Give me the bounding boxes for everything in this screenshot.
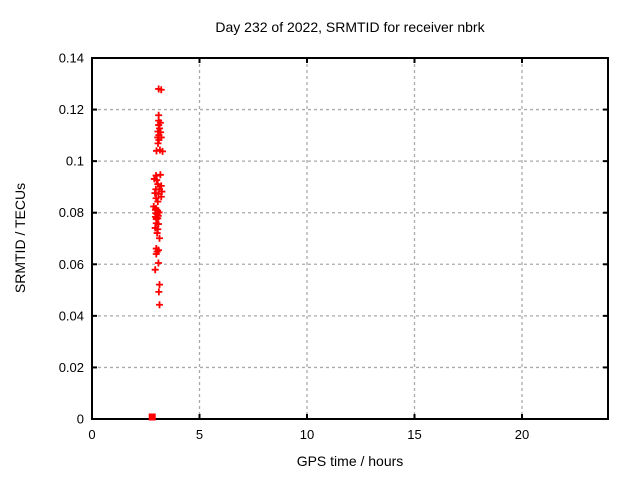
chart-title: Day 232 of 2022, SRMTID for receiver nbr… (215, 19, 485, 35)
data-point-marker (154, 259, 162, 267)
data-point-marker (153, 176, 161, 184)
y-tick-label: 0.06 (59, 257, 84, 272)
data-point-marker (159, 147, 167, 155)
y-tick-label: 0.02 (59, 360, 84, 375)
data-point-marker (157, 193, 165, 201)
y-tick-label: 0.08 (59, 205, 84, 220)
data-point-marker (157, 86, 165, 94)
y-tick-label: 0.1 (66, 154, 84, 169)
data-point-marker (156, 281, 164, 289)
data-point-marker (155, 288, 163, 296)
x-axis-label: GPS time / hours (296, 453, 404, 469)
y-tick-label: 0.12 (59, 102, 84, 117)
data-point-marker (156, 301, 164, 309)
x-tick-label: 5 (196, 427, 203, 442)
plot-border (91, 57, 609, 420)
y-tick-label: 0 (77, 412, 84, 427)
y-tick-label: 0.14 (59, 51, 84, 66)
x-tick-label: 15 (407, 427, 421, 442)
zero-square-marker (148, 413, 156, 421)
x-tick-label: 0 (88, 427, 95, 442)
data-point-marker (151, 266, 159, 274)
data-point-marker (154, 139, 162, 147)
data-point-marker (156, 171, 164, 179)
data-point-marker (152, 250, 160, 258)
data-point-marker (156, 234, 164, 242)
data-point-marker (154, 198, 162, 206)
y-tick-label: 0.04 (59, 308, 84, 323)
x-tick-label: 20 (515, 427, 529, 442)
data-point-marker (153, 229, 161, 237)
x-tick-label: 10 (300, 427, 314, 442)
